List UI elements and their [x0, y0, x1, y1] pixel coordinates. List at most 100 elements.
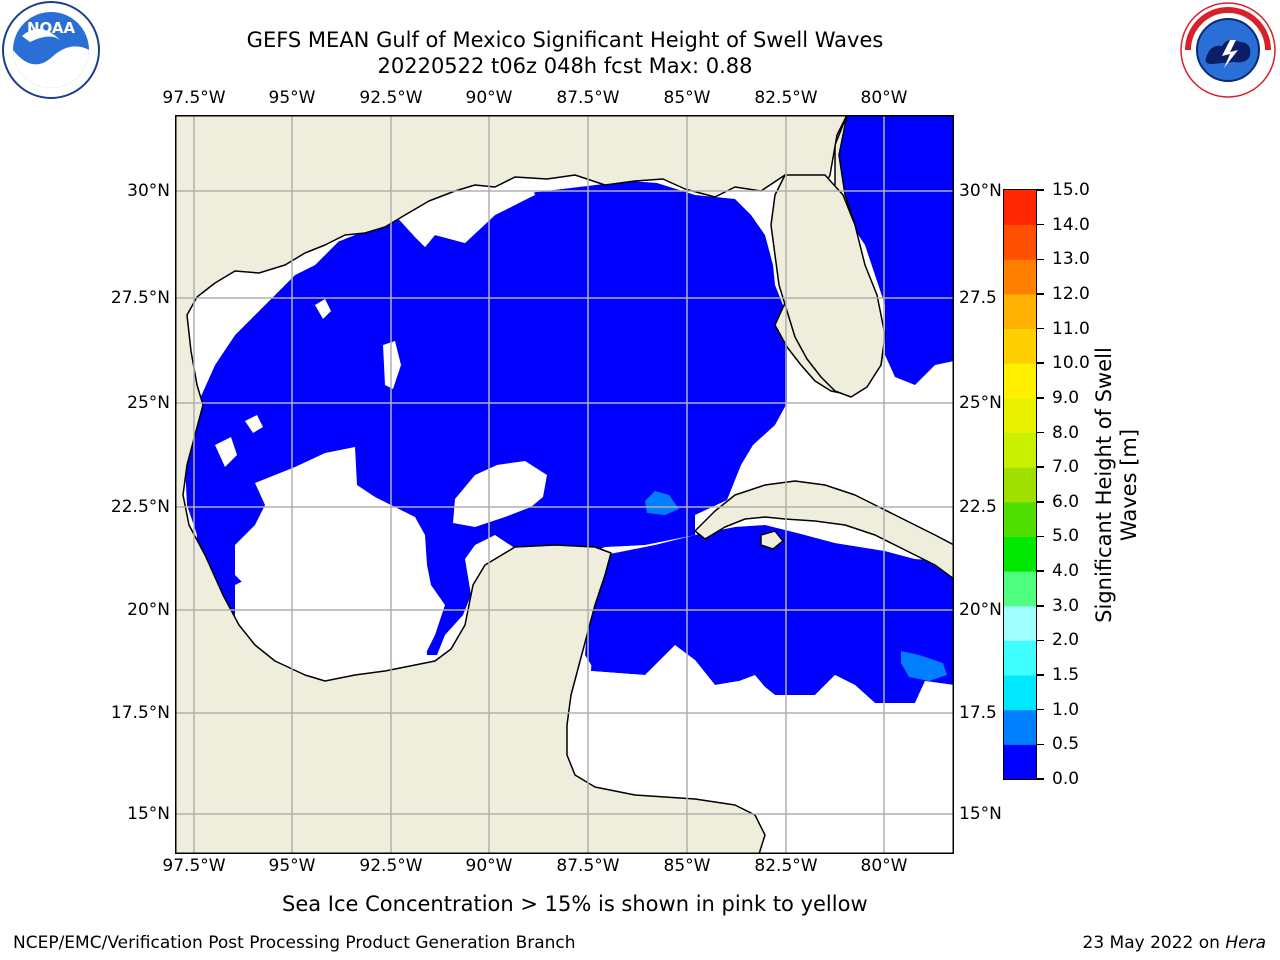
colorbar-tick-mark	[1037, 708, 1044, 711]
colorbar-segment	[1004, 190, 1036, 226]
lat-label-left: 20°N	[127, 600, 170, 620]
colorbar-tick-label: 3.0	[1052, 595, 1080, 616]
colorbar-tick-mark	[1037, 466, 1044, 468]
colorbar-tick-mark	[1037, 362, 1044, 364]
colorbar-tick-mark	[1037, 189, 1044, 191]
lat-label-left: 22.5°N	[110, 497, 170, 517]
lon-label-bottom: 92.5°W	[359, 856, 423, 876]
lat-label-left: 17.5°N	[110, 703, 170, 723]
colorbar-tick-mark	[1037, 639, 1044, 642]
colorbar-title: Significant Height of Swell Waves [m]	[1092, 347, 1141, 623]
lon-label-top: 80°W	[860, 88, 908, 108]
lat-label-right: 22.5	[959, 497, 997, 517]
swell-height-map	[175, 115, 954, 854]
lon-label-bottom: 87.5°W	[556, 856, 620, 876]
colorbar-tick-label: 0.0	[1052, 769, 1080, 789]
colorbar-tick-label: 0.5	[1052, 734, 1080, 755]
map-gridlines	[175, 115, 954, 854]
lon-label-top: 95°W	[268, 88, 316, 108]
land-isla-juventud	[760, 530, 784, 550]
lon-label-bottom: 80°W	[860, 856, 908, 876]
lon-label-top: 97.5°W	[162, 88, 226, 108]
colorbar-segment	[1004, 675, 1036, 711]
land-masses	[175, 115, 954, 854]
colorbar-tick-mark	[1037, 501, 1044, 503]
colorbar-segment	[1004, 709, 1036, 745]
colorbar-segment	[1004, 571, 1036, 607]
colorbar-tick-label: 12.0	[1052, 283, 1090, 304]
colorbar-tick-mark	[1037, 743, 1044, 746]
lon-label-bottom: 85°W	[663, 856, 711, 876]
footer-date-text: 23 May 2022 on	[1082, 933, 1226, 953]
lat-label-right: 17.5	[959, 703, 997, 723]
lat-label-right: 27.5	[959, 288, 997, 308]
colorbar-segment	[1004, 328, 1036, 364]
colorbar-segment	[1004, 224, 1036, 260]
lon-label-bottom: 95°W	[268, 856, 316, 876]
land-us-coast	[175, 115, 848, 854]
colorbar-segment	[1004, 536, 1036, 572]
colorbar-tick-mark	[1037, 223, 1044, 226]
colorbar-tick-label: 5.0	[1052, 526, 1080, 547]
colorbar-tick-label: 4.0	[1052, 561, 1080, 582]
colorbar-segment	[1004, 293, 1036, 330]
footer-host: Hera	[1225, 933, 1266, 953]
colorbar-tick-label: 10.0	[1052, 353, 1090, 374]
colorbar-tick-label: 9.0	[1052, 387, 1080, 408]
swell-gap-patch-3	[215, 437, 237, 467]
lat-label-left: 25°N	[127, 393, 170, 413]
colorbar-tick-mark	[1037, 605, 1044, 607]
chart-subtitle: 20220522 t06z 048h fcst Max: 0.88	[377, 54, 753, 78]
lon-label-bottom: 90°W	[465, 856, 513, 876]
colorbar-tick-label: 7.0	[1052, 457, 1080, 478]
colorbar-tick-label: 6.0	[1052, 491, 1080, 512]
lon-label-bottom: 97.5°W	[162, 856, 226, 876]
lon-label-bottom: 82.5°W	[754, 856, 818, 876]
lon-label-top: 87.5°W	[556, 88, 620, 108]
land-florida	[770, 174, 886, 398]
nws-logo	[1176, 0, 1280, 100]
sea-ice-note: Sea Ice Concentration > 15% is shown in …	[282, 892, 868, 916]
colorbar-segment	[1004, 605, 1036, 641]
colorbar-segment	[1004, 363, 1036, 399]
colorbar-tick-label: 1.0	[1052, 699, 1080, 720]
swell-gap-patch-4	[245, 415, 263, 433]
colorbar-segment	[1004, 397, 1036, 434]
lat-label-right: 15°N	[959, 804, 1002, 824]
swell-field-caribbean	[585, 525, 954, 703]
lat-label-left: 27.5°N	[110, 288, 170, 308]
map-frame	[175, 115, 954, 854]
colorbar-tick-mark	[1037, 570, 1044, 572]
colorbar-tick-mark	[1037, 258, 1044, 261]
colorbar-tick-mark	[1037, 397, 1044, 399]
colorbar-tick-label: 14.0	[1052, 214, 1090, 235]
svg-text:NOAA: NOAA	[27, 19, 76, 37]
swell-gap-north	[197, 179, 535, 405]
colorbar-tick-label: 8.0	[1052, 422, 1080, 443]
lat-label-right: 25°N	[959, 393, 1002, 413]
swell-patch-mid-1	[645, 491, 679, 515]
lat-label-right: 30°N	[959, 181, 1002, 201]
lat-label-left: 15°N	[127, 804, 170, 824]
colorbar-segment	[1004, 432, 1036, 468]
footer-credit: NCEP/EMC/Verification Post Processing Pr…	[13, 933, 576, 953]
colorbar-tick-label: 1.5	[1052, 665, 1080, 686]
colorbar-segment	[1004, 501, 1036, 537]
swell-gap-central	[453, 461, 547, 527]
land-cuba	[694, 480, 954, 580]
colorbar-tick-label: 2.0	[1052, 630, 1080, 651]
colorbar-tick-label: 11.0	[1052, 318, 1090, 339]
colorbar-segment	[1004, 467, 1036, 503]
colorbar-segment	[1004, 744, 1036, 779]
footer-date: 23 May 2022 on Hera	[1083, 933, 1267, 953]
swell-gap-patch-1	[383, 341, 401, 389]
colorbar-tick-label: 15.0	[1052, 180, 1090, 200]
swell-patch-mid-2	[901, 651, 947, 681]
lat-label-right: 20°N	[959, 600, 1002, 620]
colorbar-tick-mark	[1037, 431, 1044, 434]
lon-label-top: 92.5°W	[359, 88, 423, 108]
swell-gap-patch-2	[315, 299, 331, 319]
noaa-logo: NOAA	[0, 0, 104, 100]
colorbar-segment	[1004, 640, 1036, 676]
